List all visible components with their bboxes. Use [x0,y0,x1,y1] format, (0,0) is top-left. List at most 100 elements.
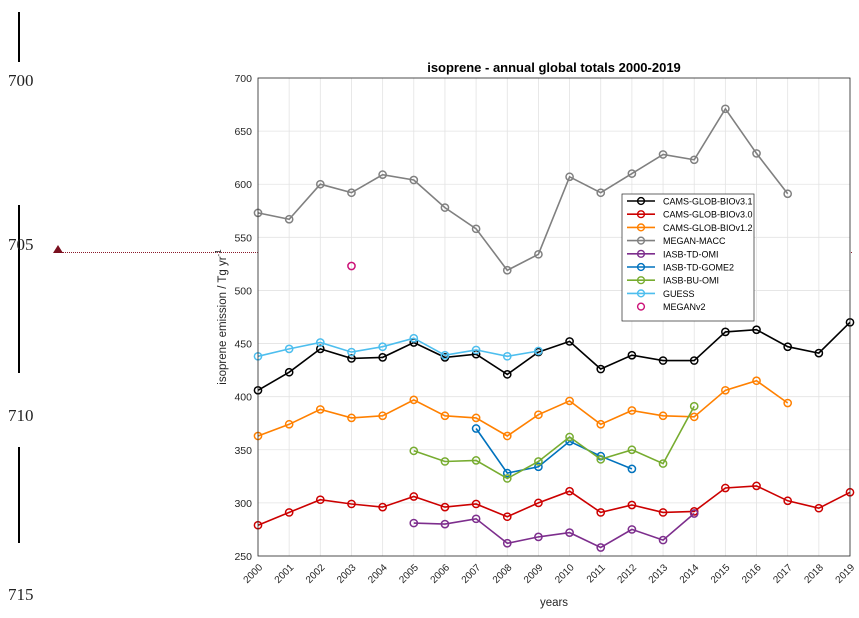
data-point [752,149,761,158]
y-tick-label: 450 [234,339,252,351]
data-point [502,468,512,478]
data-point [783,342,793,352]
data-point [502,370,512,379]
data-point [627,169,637,178]
data-point [627,500,637,510]
data-point [752,325,761,335]
legend-swatch-marker [636,210,646,219]
data-point [814,348,824,358]
data-point [627,445,637,455]
x-axis-label: years [540,597,568,609]
data-point [284,344,294,354]
data-point [565,337,574,346]
data-point [783,496,793,506]
data-point [315,179,325,189]
series-line [413,405,695,480]
revision-bar [18,447,20,543]
series-line [257,321,851,391]
x-tick-label: 2003 [335,562,359,586]
x-tick-label: 2006 [429,562,453,586]
legend-swatch-marker [636,236,646,245]
data-point [315,405,325,414]
data-point [689,356,699,365]
x-tick-label: 2012 [616,562,640,586]
line-number: 715 [8,585,34,604]
data-point [502,538,512,548]
x-tick-labels: 2000 2001 2002 2003 2004 2005 2006 2007 2008 2009… [242,562,858,586]
data-point [347,354,356,363]
data-point [658,356,668,365]
y-tick-label: 350 [234,445,252,457]
data-point [565,172,574,182]
x-tick-label: 2010 [553,562,577,586]
data-point [658,411,668,421]
data-point [596,419,606,429]
data-point [502,474,512,483]
data-point [502,431,512,441]
data-point [658,508,668,517]
x-tick-label: 2014 [678,562,702,586]
data-point [440,519,450,529]
x-tick-label: 2009 [522,562,546,586]
series-line [413,512,695,549]
data-point [347,499,356,509]
data-point [565,528,574,537]
data-point [471,224,481,234]
x-tick-label: 2011 [585,562,608,585]
data-point [721,327,730,337]
x-tick-label: 2001 [273,562,297,586]
x-tick-label: 2008 [491,562,515,586]
data-point [689,509,699,518]
data-point [378,170,387,180]
data-point [347,413,356,423]
revision-bar [18,12,20,62]
data-point [315,495,325,505]
data-point [471,424,481,433]
data-point [721,104,730,114]
data-point [347,347,356,357]
data-point [471,456,481,465]
data-point [284,214,294,224]
data-point [596,543,606,552]
plot-frame [257,77,851,557]
data-point [721,385,730,395]
x-tick-label: 2007 [460,562,484,586]
x-tick-label: 2000 [242,562,266,586]
y-tick-label: 600 [234,179,252,191]
y-tick-labels: 250 300 350 400 450 500 550 600 650 700 [234,73,252,563]
data-point [347,188,356,198]
data-point [502,351,512,361]
legend-entry-label: MEGAN-MACC [663,236,726,246]
y-tick-label: 300 [234,498,252,510]
data-point [471,345,481,355]
x-tick-label: 2004 [366,562,390,586]
data-point [658,535,668,545]
y-axis-label-main: isoprene emission / Tg yr [217,256,229,384]
legend-entry-label: CAMS-GLOB-BIOv3.0 [663,210,753,220]
x-tick-label: 2018 [802,562,826,586]
y-tick-label: 650 [234,126,252,138]
data-point [689,155,699,165]
series-line [257,337,539,358]
data-point [502,265,512,275]
data-point [658,150,668,159]
y-axis-label-sup: -1 [214,249,223,257]
data-point [502,512,512,522]
data-point [658,459,668,468]
data-point [378,502,387,512]
data-point [534,532,543,542]
legend-entry-label: IASB-TD-GOME2 [663,263,734,273]
legend: CAMS-GLOB-BIOv3.1 CAMS-GLOB-BIOv3.0 CAMS-G… [621,193,755,322]
data-point [409,492,419,501]
data-point [471,514,481,524]
series-group [253,104,855,552]
data-point [409,518,419,528]
data-point [596,508,606,517]
data-point [409,395,419,405]
data-point [565,486,574,496]
data-point [627,406,637,415]
data-point [534,498,543,508]
chart-title: isoprene - annual global totals 2000-201… [427,60,681,75]
data-point [596,364,606,374]
data-point [440,457,450,466]
